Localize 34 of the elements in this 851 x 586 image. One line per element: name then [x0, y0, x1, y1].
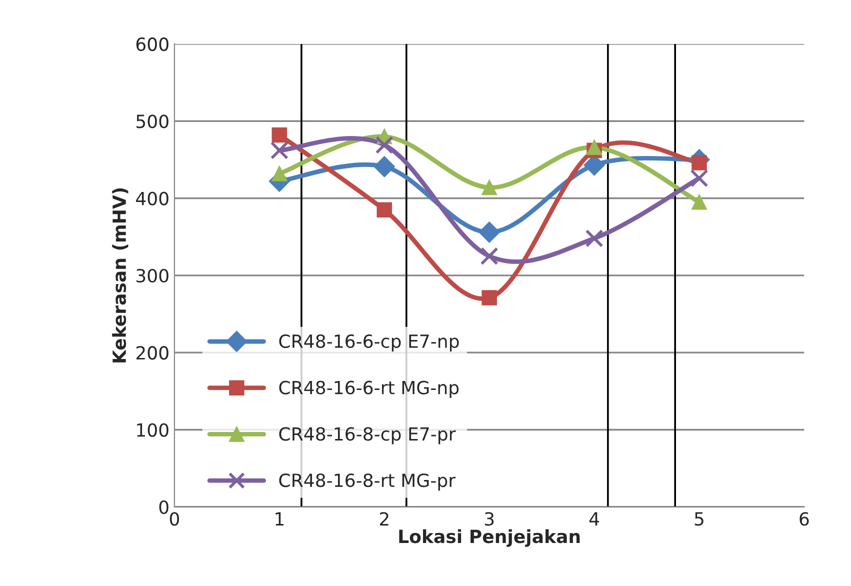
- y-tick-label: 200: [136, 346, 168, 360]
- point: [376, 202, 392, 218]
- x-axis-title: Lokasi Penjejakan: [399, 529, 580, 547]
- point: [270, 141, 288, 160]
- legend-label: CR48-16-6-rt MG-np: [279, 380, 459, 398]
- point: [272, 166, 288, 182]
- point: [375, 136, 394, 154]
- legend-label: CR48-16-8-cp E7-pr: [279, 427, 456, 444]
- x-tick-label: 1: [276, 512, 284, 526]
- x-tick-label: 3: [484, 512, 494, 526]
- point: [482, 290, 497, 306]
- point: [585, 229, 604, 248]
- point: [692, 194, 707, 210]
- x-tick-label: 5: [694, 512, 704, 526]
- legend-label: CR48-16-6-cp E7-np: [279, 334, 459, 352]
- y-tick-label: 0: [159, 500, 168, 514]
- point: [480, 247, 498, 266]
- y-tick-label: 400: [136, 192, 168, 206]
- legend-label: CR48-16-8-rt MG-pr: [279, 473, 456, 491]
- y-axis-title: Kekerasan (mHV): [112, 188, 128, 362]
- point: [478, 222, 500, 243]
- y-tick-label: 100: [137, 423, 168, 437]
- point: [374, 156, 395, 178]
- x-tick-label: 0: [170, 512, 179, 526]
- point: [482, 180, 497, 196]
- point: [690, 169, 708, 188]
- x-tick-label: 6: [800, 512, 809, 526]
- point: [586, 140, 602, 155]
- x-tick-label: 4: [589, 512, 600, 526]
- point: [272, 127, 288, 143]
- y-tick-label: 500: [136, 114, 168, 128]
- x-tick-label: 2: [380, 512, 388, 526]
- y-tick-label: 300: [136, 268, 168, 283]
- y-tick-label: 600: [136, 37, 168, 52]
